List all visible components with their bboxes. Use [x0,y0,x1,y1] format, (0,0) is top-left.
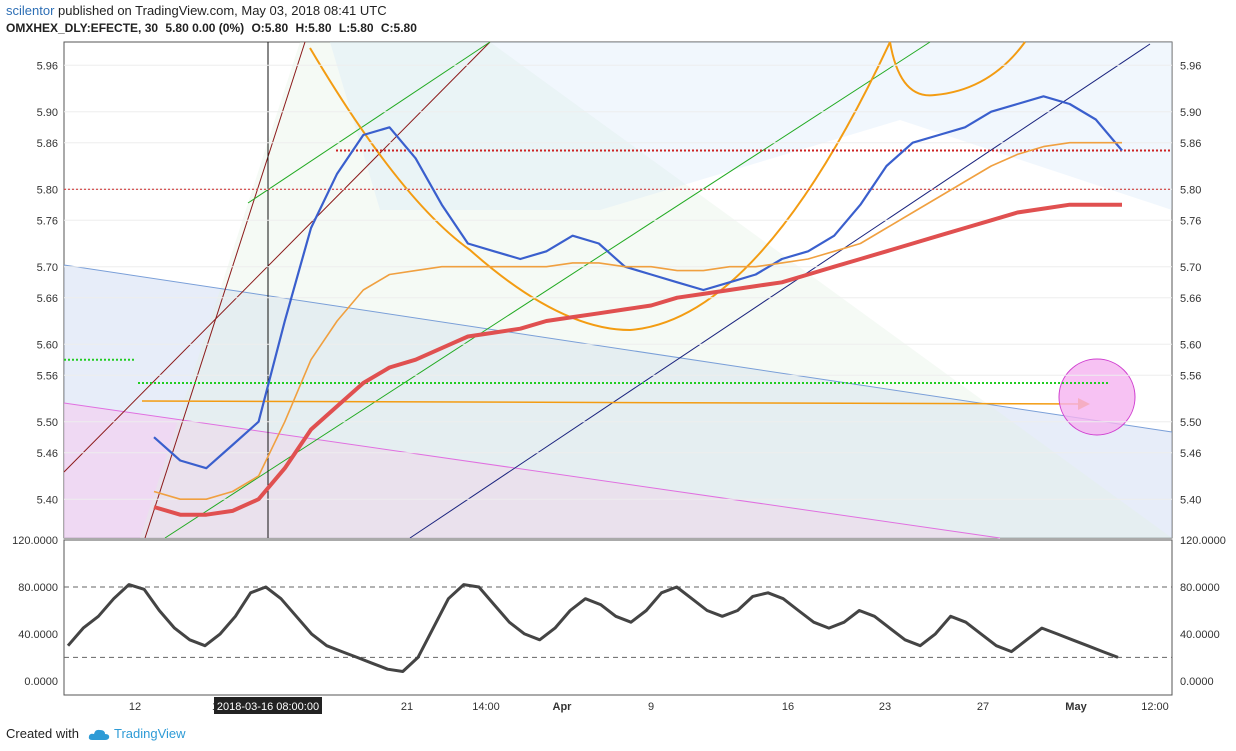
y-tick-label-left: 5.96 [37,60,58,72]
change-summary: 5.80 0.00 (0%) [165,21,245,35]
trend-line-green-1[interactable] [247,41,491,204]
publish-line: scilentor published on TradingView.com, … [6,3,387,18]
x-tick-label: 21 [401,701,413,713]
x-tick-label: 12:00 [1141,701,1169,713]
trend-line-darkred-1[interactable] [63,41,491,473]
y-tick-label-right: 5.40 [1180,494,1201,506]
y-tick-label-left: 5.86 [37,138,58,150]
y-tick-label-left: 5.66 [37,293,58,305]
arc-rounding-bottom[interactable] [309,41,891,332]
x-tick-label: 12 [129,701,141,713]
tradingview-brand[interactable]: TradingView [88,726,186,742]
y-tick-label-right: 5.86 [1180,138,1201,150]
y-tick-label-right: 5.60 [1180,339,1201,351]
y-tick-label-right: 5.70 [1180,262,1201,274]
y-tick-label-right: 5.96 [1180,60,1201,72]
y-tick-label-left: 5.80 [37,184,58,196]
target-arrow-line[interactable] [141,400,1086,405]
y-tick-label-left: 5.70 [37,262,58,274]
ma-fast-line[interactable] [153,95,1123,470]
oscillator-lines [66,583,1119,673]
y-tick-label-left: 5.40 [37,494,58,506]
y-axis-oscillator: 120.0000 120.0000 80.0000 80.0000 40.0000 40.… [12,535,1226,688]
y-tick-label-right: 5.90 [1180,107,1201,119]
footer: Created with TradingView [0,718,1236,751]
author-link[interactable]: scilentor [6,3,55,18]
x-tick-label: Apr [553,701,573,713]
osc-tick-label-left: 0.0000 [24,676,58,688]
trend-line-darkred-2[interactable] [144,41,306,539]
high-value: H:5.80 [295,21,332,35]
osc-tick-label-left: 80.0000 [18,582,58,594]
arc-small-cup[interactable] [889,41,1026,97]
close-value: C:5.80 [380,21,417,35]
ma-mid-line[interactable] [153,141,1122,501]
y-tick-label-right: 5.56 [1180,370,1201,382]
y-tick-label-right: 5.50 [1180,417,1201,429]
symbol-label[interactable]: OMXHEX_DLY:EFECTE, 30 [6,21,159,35]
x-tick-label: 27 [977,701,989,713]
trend-line-navy[interactable] [409,43,1151,539]
x-tick-label: 23 [879,701,891,713]
crosshair-date-badge [214,697,322,714]
y-tick-label-left: 5.76 [37,215,58,227]
y-tick-label-left: 5.60 [37,339,58,351]
osc-tick-label-left: 40.0000 [18,629,58,641]
tradingview-cloud-icon [88,729,110,740]
y-tick-label-right: 5.76 [1180,215,1201,227]
x-tick-label: 14:00 [472,701,500,713]
published-text: published on TradingView.com, May 03, 20… [58,3,387,18]
y-axis-main: 5.96 5.96 5.90 5.90 5.86 5.86 5.80 5.80 5.76 5.76… [37,60,1202,506]
osc-tick-label-right: 40.0000 [1180,629,1220,641]
ma-slow-line[interactable] [153,202,1122,517]
y-tick-label-left: 5.90 [37,107,58,119]
x-tick-label: 16 [782,701,794,713]
channel-line-pink[interactable] [63,402,1001,539]
y-tick-label-right: 5.46 [1180,448,1201,460]
y-tick-label-right: 5.66 [1180,293,1201,305]
x-tick-label: 9 [648,701,654,713]
cloud-fill [330,42,1172,210]
open-value: O:5.80 [251,21,289,35]
target-circle[interactable] [1058,358,1136,436]
stochastic-line[interactable] [66,583,1119,673]
chart-header: scilentor published on TradingView.com, … [0,0,1236,40]
y-tick-label-left: 5.56 [37,370,58,382]
osc-tick-label-left: 120.0000 [12,535,58,547]
green-fan-fill [140,42,1172,538]
x-axis: 1212018-03-16 08:00:002114:00Apr9162327M… [129,697,1169,714]
price-chart[interactable]: 5.96 5.96 5.90 5.90 5.86 5.86 5.80 5.80 5.76 5.76… [0,0,1236,718]
symbol-line: OMXHEX_DLY:EFECTE, 30 5.80 0.00 (0%) O:5… [6,21,421,35]
brand-text: TradingView [114,726,186,741]
crosshair-date-label: 2018-03-16 08:00:00 [217,701,319,713]
main-grid [64,64,1172,500]
y-tick-label-left: 5.50 [37,417,58,429]
osc-tick-label-right: 80.0000 [1180,582,1220,594]
low-value: L:5.80 [338,21,374,35]
y-tick-label-right: 5.80 [1180,184,1201,196]
moving-average-lines [153,95,1123,517]
y-tick-label-left: 5.46 [37,448,58,460]
x-tick-label: May [1065,701,1087,713]
created-with-label: Created with [6,726,79,741]
osc-tick-label-right: 0.0000 [1180,676,1214,688]
osc-tick-label-right: 120.0000 [1180,535,1226,547]
